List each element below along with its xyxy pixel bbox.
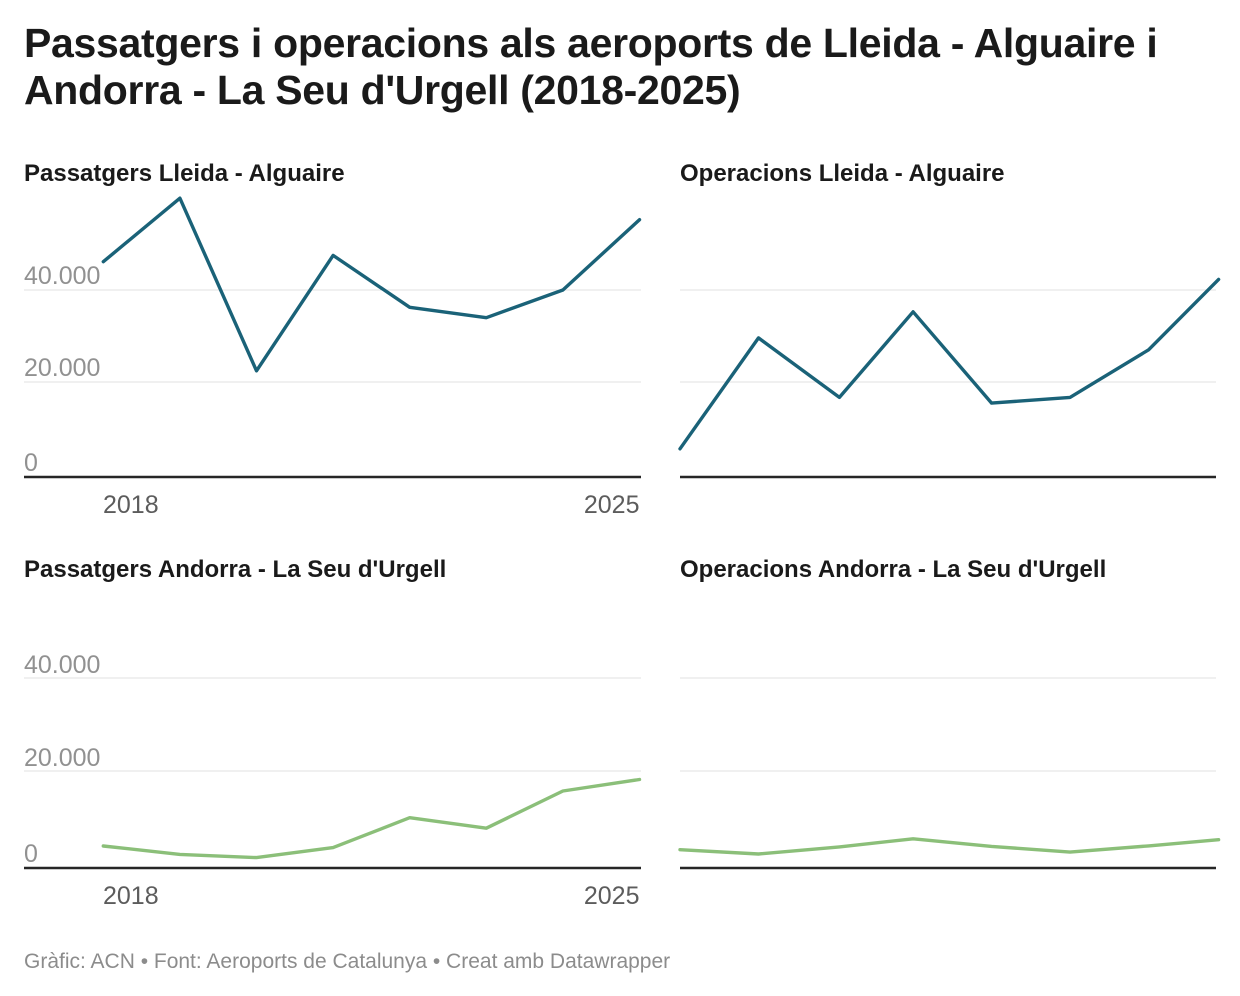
svg-text:2018: 2018 [103, 882, 159, 910]
svg-text:20.000: 20.000 [24, 744, 100, 772]
svg-text:2018: 2018 [103, 491, 159, 519]
svg-text:40.000: 40.000 [24, 651, 100, 679]
svg-text:20.000: 20.000 [24, 354, 100, 382]
svg-text:2025: 2025 [584, 491, 640, 519]
svg-text:40.000: 40.000 [24, 262, 100, 290]
svg-text:2025: 2025 [584, 882, 640, 910]
svg-text:0: 0 [24, 840, 38, 868]
svg-text:0: 0 [24, 449, 38, 477]
